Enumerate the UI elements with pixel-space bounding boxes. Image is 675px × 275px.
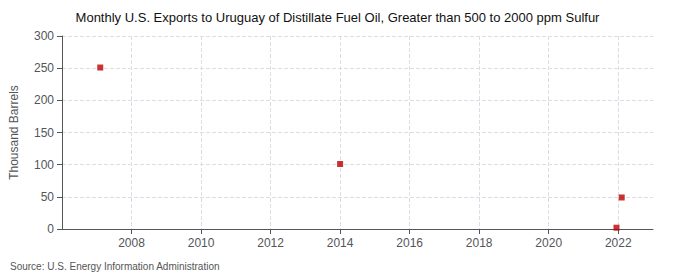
svg-text:300: 300: [34, 29, 54, 43]
svg-text:50: 50: [41, 190, 55, 204]
svg-text:100: 100: [34, 158, 54, 172]
svg-text:2016: 2016: [396, 236, 423, 250]
svg-text:2018: 2018: [466, 236, 493, 250]
svg-text:2022: 2022: [605, 236, 632, 250]
svg-text:Thousand Barrels: Thousand Barrels: [7, 85, 21, 180]
svg-text:250: 250: [34, 61, 54, 75]
svg-text:2012: 2012: [257, 236, 284, 250]
svg-text:2008: 2008: [118, 236, 145, 250]
svg-text:150: 150: [34, 126, 54, 140]
svg-text:Monthly U.S. Exports to Urugua: Monthly U.S. Exports to Uruguay of Disti…: [76, 10, 601, 25]
svg-text:2014: 2014: [327, 236, 354, 250]
svg-text:200: 200: [34, 93, 54, 107]
svg-text:2020: 2020: [535, 236, 562, 250]
svg-text:0: 0: [47, 222, 54, 236]
svg-text:Source: U.S. Energy Informatio: Source: U.S. Energy Information Administ…: [10, 261, 220, 272]
svg-text:2010: 2010: [188, 236, 215, 250]
